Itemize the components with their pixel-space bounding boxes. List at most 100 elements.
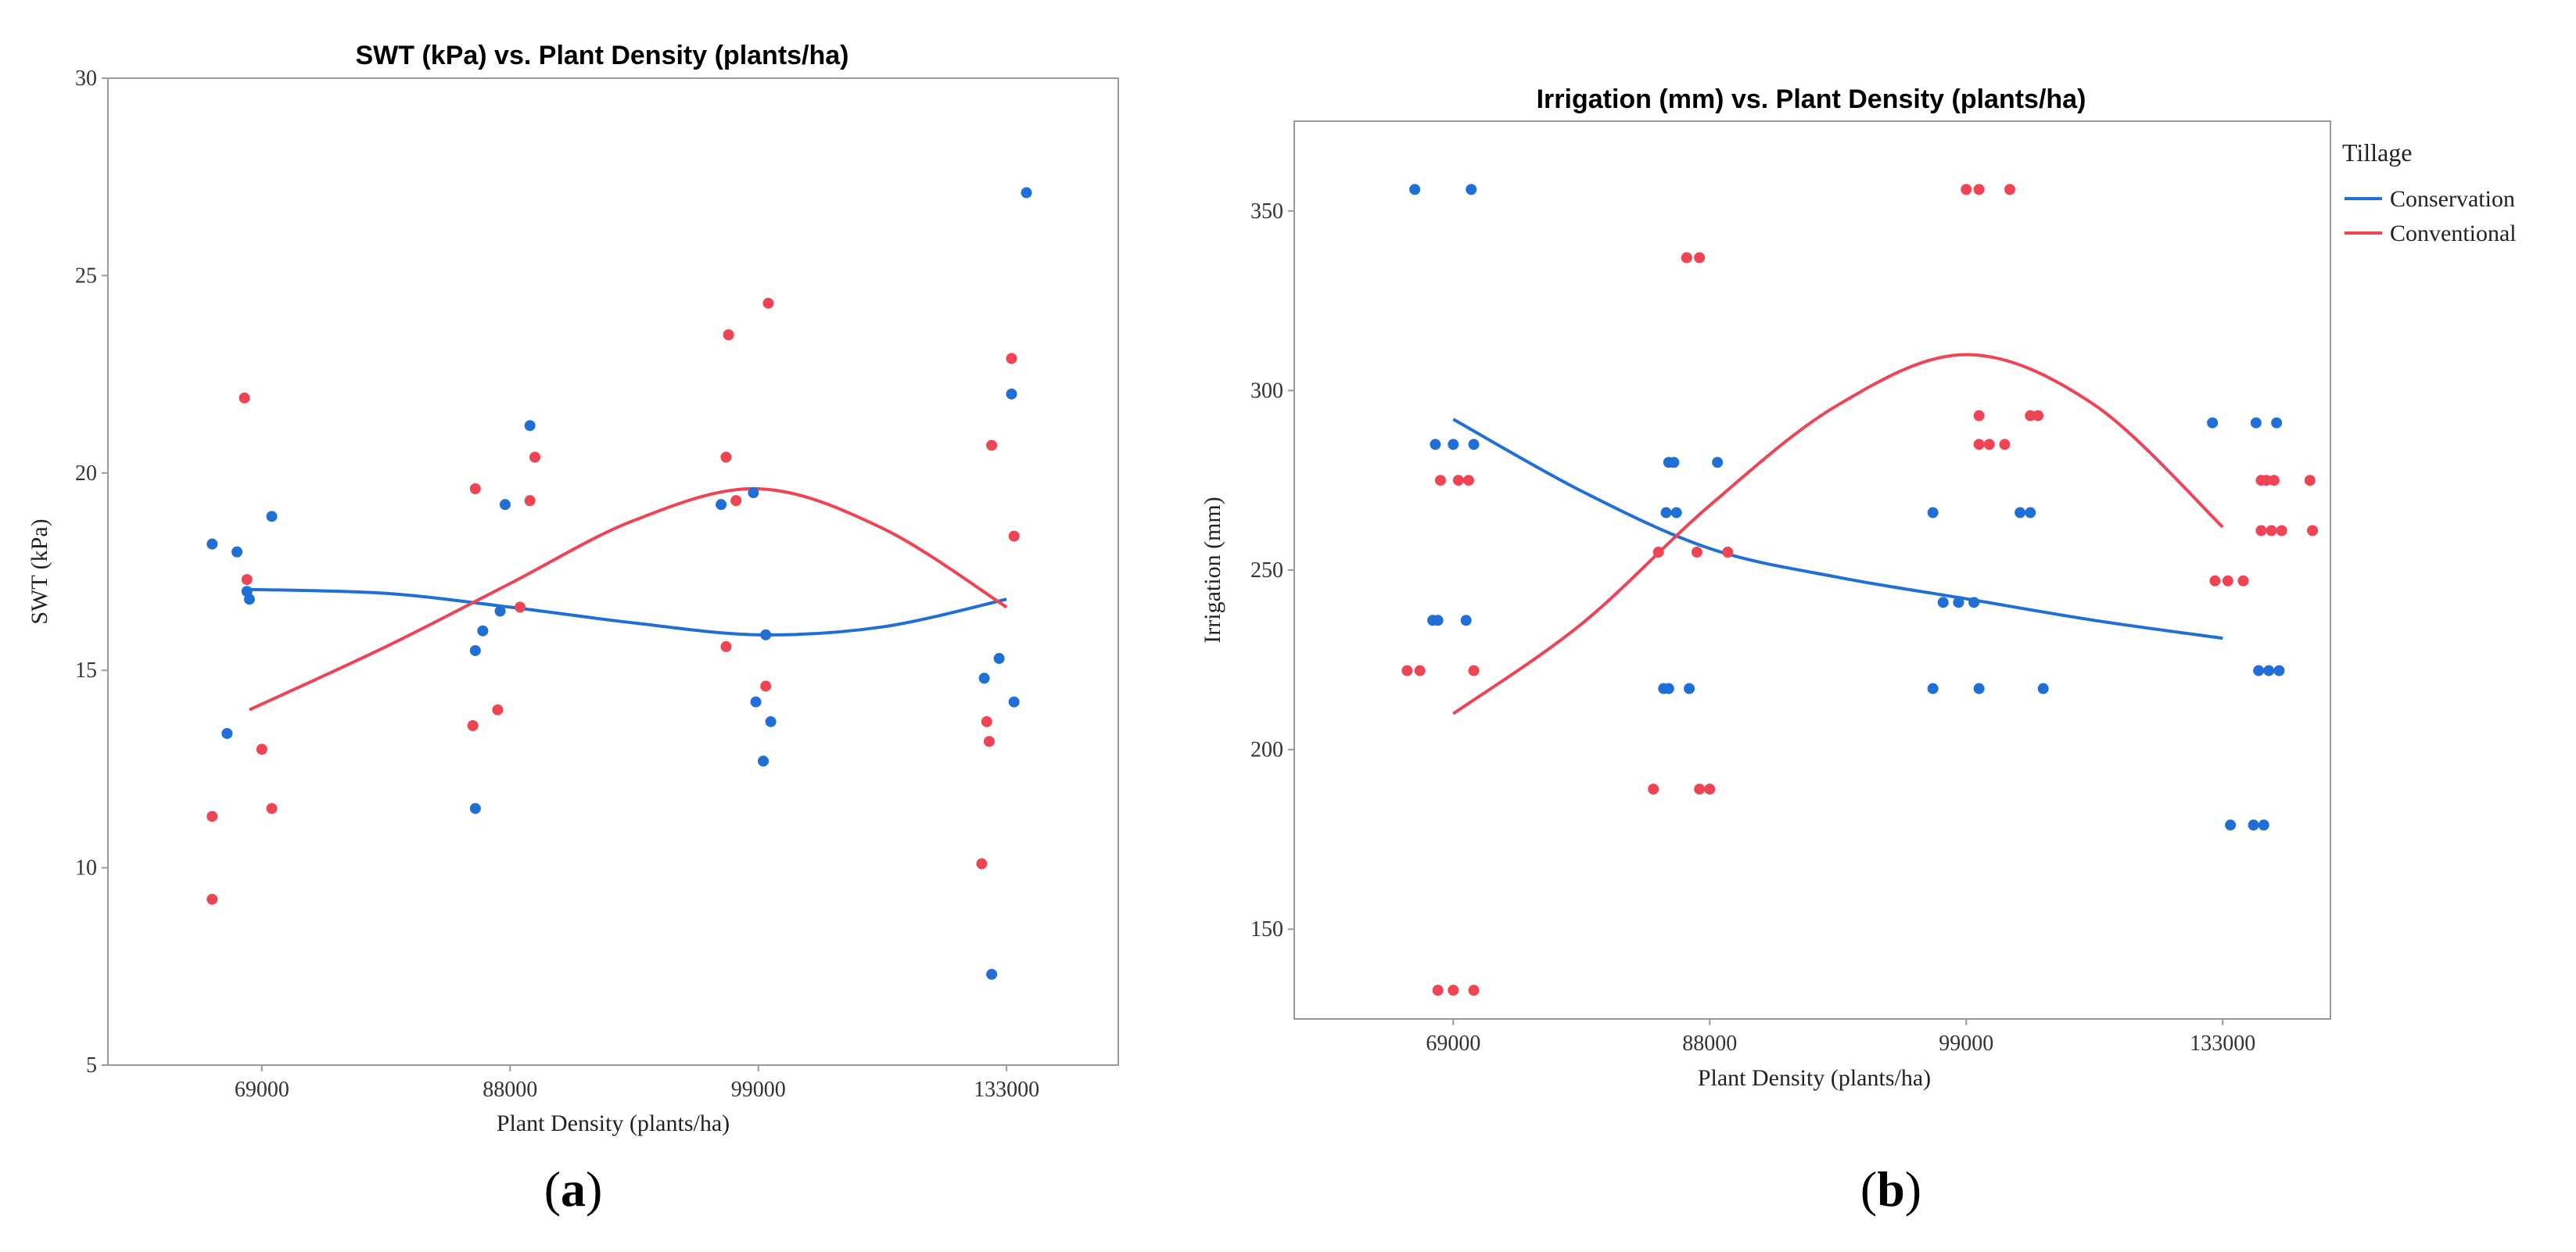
point-conservation: [2273, 665, 2285, 676]
y-tick-label: 350: [1250, 199, 1283, 224]
point-conventional: [2304, 475, 2316, 486]
point-conservation: [243, 594, 255, 605]
point-conservation: [469, 802, 481, 814]
point-conventional: [1463, 475, 1475, 486]
point-conservation: [1684, 683, 1695, 694]
point-conservation: [2225, 820, 2237, 831]
point-conservation: [1409, 184, 1421, 196]
point-conservation: [2015, 507, 2026, 518]
point-conservation: [1953, 597, 1964, 608]
point-conventional: [1468, 985, 1480, 996]
point-conservation: [1460, 615, 1472, 626]
chart-a-fit-lines: [249, 486, 1008, 712]
caption-a-letter: a: [561, 1161, 586, 1217]
point-conservation: [231, 546, 243, 558]
chart-b-x-axis-label: Plant Density (plants/ha): [1698, 1065, 1931, 1091]
point-conventional: [2268, 475, 2280, 486]
x-tick-label: 133000: [974, 1078, 1039, 1102]
point-conservation: [2037, 683, 2049, 694]
point-conventional: [1999, 439, 2011, 450]
legend-item-conservation: Conservation: [2390, 186, 2515, 212]
point-conventional: [206, 810, 218, 822]
point-conservation: [1021, 187, 1032, 199]
point-conservation: [499, 499, 511, 511]
point-conventional: [1694, 784, 1706, 795]
point-conventional: [469, 483, 481, 494]
point-conventional: [1961, 184, 1972, 196]
x-tick-label: 69000: [235, 1078, 289, 1102]
panel-b: Irrigation (mm) vs. Plant Density (plant…: [1200, 84, 2517, 1217]
caption-b: (b): [1860, 1161, 1921, 1217]
point-conservation: [2263, 665, 2275, 676]
chart-b-plot-frame: [1293, 120, 2331, 1020]
point-conventional: [1652, 547, 1664, 558]
point-conservation: [1973, 683, 1985, 694]
point-conservation: [765, 716, 777, 727]
point-conventional: [1006, 353, 1017, 364]
point-conservation: [2207, 417, 2219, 429]
point-conservation: [266, 511, 278, 522]
x-tick-label: 88000: [1682, 1031, 1737, 1056]
point-conventional: [206, 893, 218, 905]
y-tick-label: 250: [1250, 558, 1283, 583]
point-conservation: [1008, 696, 1020, 708]
point-conventional: [2032, 410, 2044, 422]
point-conventional: [2209, 575, 2221, 587]
y-tick-label: 25: [75, 264, 97, 288]
point-conservation: [1968, 597, 1980, 608]
point-conventional: [1401, 665, 1413, 676]
point-conventional: [760, 680, 772, 692]
point-conservation: [221, 727, 233, 739]
point-conventional: [1414, 665, 1426, 676]
point-conventional: [2276, 525, 2287, 536]
point-conservation: [1927, 683, 1939, 694]
point-conventional: [720, 451, 732, 463]
point-conventional: [723, 329, 734, 341]
point-conservation: [2025, 507, 2036, 518]
point-conventional: [981, 716, 992, 727]
point-conventional: [1691, 547, 1702, 558]
point-conventional: [524, 495, 536, 507]
point-conventional: [1648, 784, 1659, 795]
point-conservation: [750, 696, 762, 708]
point-conventional: [1983, 439, 1995, 450]
point-conventional: [492, 704, 504, 716]
point-conservation: [993, 653, 1005, 665]
y-tick-label: 5: [86, 1053, 97, 1078]
point-conservation: [1668, 457, 1680, 468]
y-tick-label: 300: [1250, 378, 1283, 403]
point-conventional: [983, 736, 995, 748]
point-conventional: [1448, 985, 1459, 996]
point-conventional: [2307, 525, 2319, 536]
point-conservation: [2253, 665, 2265, 676]
y-tick-label: 150: [1250, 917, 1283, 942]
caption-b-open: (: [1860, 1161, 1877, 1217]
point-conventional: [514, 601, 526, 613]
point-conventional: [529, 451, 541, 463]
y-tick-label: 30: [75, 66, 97, 91]
chart-a-y-ticks: 5 10 15 20 25 30: [75, 66, 108, 1078]
point-conventional: [2222, 575, 2233, 587]
point-conventional: [1434, 475, 1446, 486]
point-conventional: [2237, 575, 2249, 587]
legend-item-conventional: Conventional: [2390, 221, 2517, 246]
y-tick-label: 15: [75, 658, 97, 683]
point-conservation: [978, 673, 990, 684]
point-conventional: [762, 297, 774, 309]
point-conservation: [1660, 507, 1672, 518]
point-conservation: [986, 968, 998, 980]
point-conservation: [758, 755, 770, 767]
y-tick-label: 20: [75, 461, 97, 486]
caption-b-close: ): [1905, 1161, 1921, 1217]
chart-b-y-axis-label: Irrigation (mm): [1200, 497, 1225, 643]
point-conventional: [2255, 525, 2267, 536]
point-conventional: [256, 744, 267, 755]
point-conservation: [1663, 683, 1674, 694]
point-conventional: [2261, 475, 2273, 486]
point-conventional: [976, 858, 988, 870]
chart-a-plot-frame: [107, 77, 1119, 1066]
chart-b-y-ticks: 150 200 250 300 350: [1250, 199, 1294, 942]
x-tick-label: 69000: [1426, 1031, 1480, 1056]
x-tick-label: 99000: [1939, 1031, 1993, 1056]
